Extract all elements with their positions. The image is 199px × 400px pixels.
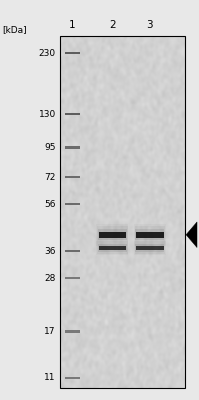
Polygon shape <box>186 222 197 248</box>
Bar <box>135 243 165 254</box>
Text: 11: 11 <box>44 373 56 382</box>
Text: 72: 72 <box>44 173 56 182</box>
Bar <box>97 226 128 243</box>
Bar <box>65 176 80 178</box>
Text: 36: 36 <box>44 247 56 256</box>
Text: 1: 1 <box>69 20 76 30</box>
Text: 230: 230 <box>39 49 56 58</box>
Bar <box>99 232 126 238</box>
Bar <box>97 224 128 246</box>
Text: 56: 56 <box>44 200 56 208</box>
Bar <box>98 229 127 240</box>
Bar <box>136 246 164 250</box>
Text: [kDa]: [kDa] <box>2 25 27 34</box>
Bar <box>99 246 126 250</box>
Bar <box>134 241 166 256</box>
Bar <box>60 36 185 388</box>
Bar <box>65 377 80 379</box>
Bar <box>65 250 80 252</box>
Text: 95: 95 <box>44 143 56 152</box>
Bar <box>65 330 80 332</box>
Bar <box>65 52 80 54</box>
Bar <box>65 203 80 205</box>
Bar <box>65 146 80 149</box>
Bar <box>134 224 166 246</box>
Bar <box>136 229 164 240</box>
Bar <box>135 226 165 243</box>
Text: 17: 17 <box>44 327 56 336</box>
Bar <box>136 232 164 238</box>
Text: 3: 3 <box>147 20 153 30</box>
Bar <box>65 277 80 279</box>
Text: 28: 28 <box>44 274 56 282</box>
Bar <box>98 244 127 252</box>
Bar <box>97 243 128 254</box>
Text: 2: 2 <box>109 20 116 30</box>
Text: 130: 130 <box>38 110 56 118</box>
Bar <box>97 241 128 256</box>
Bar <box>65 113 80 115</box>
Bar <box>136 244 164 252</box>
